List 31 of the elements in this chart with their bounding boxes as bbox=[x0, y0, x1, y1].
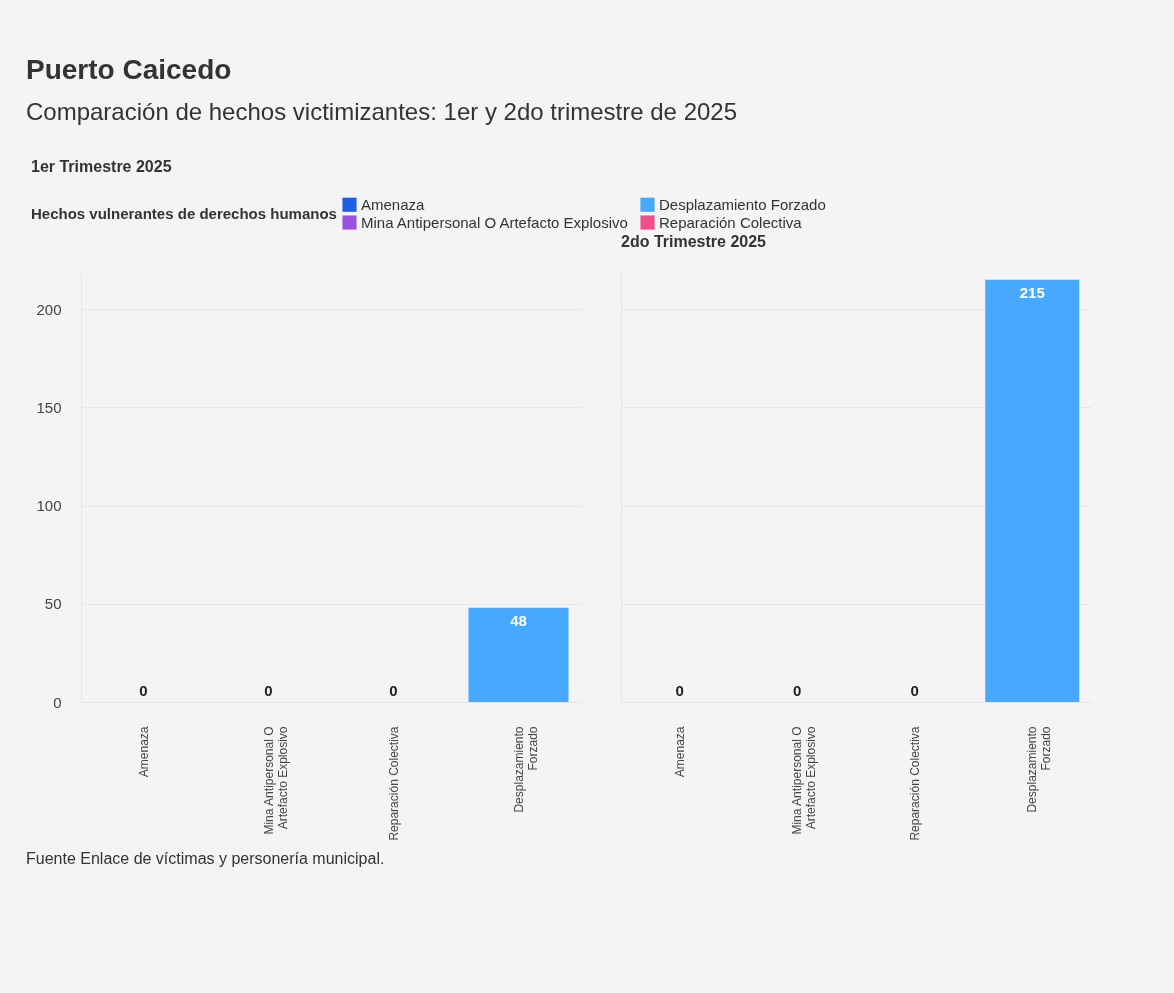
x-tick-label: Desplazamiento Forzado bbox=[511, 726, 540, 813]
legend-label: Mina Antipersonal O Artefacto Explosivo bbox=[361, 213, 628, 231]
chart-title: 1er Trimestre 2025 bbox=[31, 158, 172, 175]
text: Puerto Caicedo bbox=[26, 54, 233, 86]
x-tick-label: Reparación Colectiva bbox=[386, 726, 401, 841]
data-label: 0 bbox=[910, 682, 919, 699]
source-note: Fuente Enlace de víctimas y personería municipal. bbox=[26, 850, 386, 868]
data-label: 0 bbox=[389, 682, 398, 699]
x-tick-label: Reparación Colectiva bbox=[907, 726, 922, 841]
data-label: 215 bbox=[1019, 283, 1045, 301]
x-tick-label: Amenaza bbox=[136, 726, 151, 778]
chart-title: 2do Trimestre 2025 bbox=[621, 233, 767, 250]
y-tick-label: 100 bbox=[36, 497, 62, 515]
legend-label: Amenaza bbox=[361, 195, 426, 213]
y-tick-label: 50 bbox=[44, 595, 62, 613]
data-label: 0 bbox=[139, 682, 148, 699]
x-tick-label: Mina Antipersonal O Artefacto Explosivo bbox=[261, 726, 290, 835]
legend-label: Desplazamiento Forzado bbox=[659, 195, 826, 213]
text: Comparación de hechos victimizantes: 1er y 2do trimestre de 2025 bbox=[26, 98, 739, 126]
data-label: 0 bbox=[264, 682, 273, 699]
y-tick-label: 150 bbox=[36, 398, 62, 416]
data-label: 0 bbox=[793, 682, 802, 699]
y-tick-label: 200 bbox=[36, 300, 62, 318]
x-tick-label: Amenaza bbox=[672, 726, 687, 778]
x-tick-label: Desplazamiento Forzado bbox=[1025, 726, 1054, 813]
data-label: 48 bbox=[510, 611, 527, 629]
legend-label: Reparación Colectiva bbox=[659, 213, 803, 231]
legend-title: Hechos vulnerantes de derechos humanos bbox=[31, 205, 337, 222]
y-tick-label: 0 bbox=[53, 693, 62, 711]
data-label: 0 bbox=[675, 682, 684, 699]
x-tick-label: Mina Antipersonal O Artefacto Explosivo bbox=[790, 726, 819, 835]
